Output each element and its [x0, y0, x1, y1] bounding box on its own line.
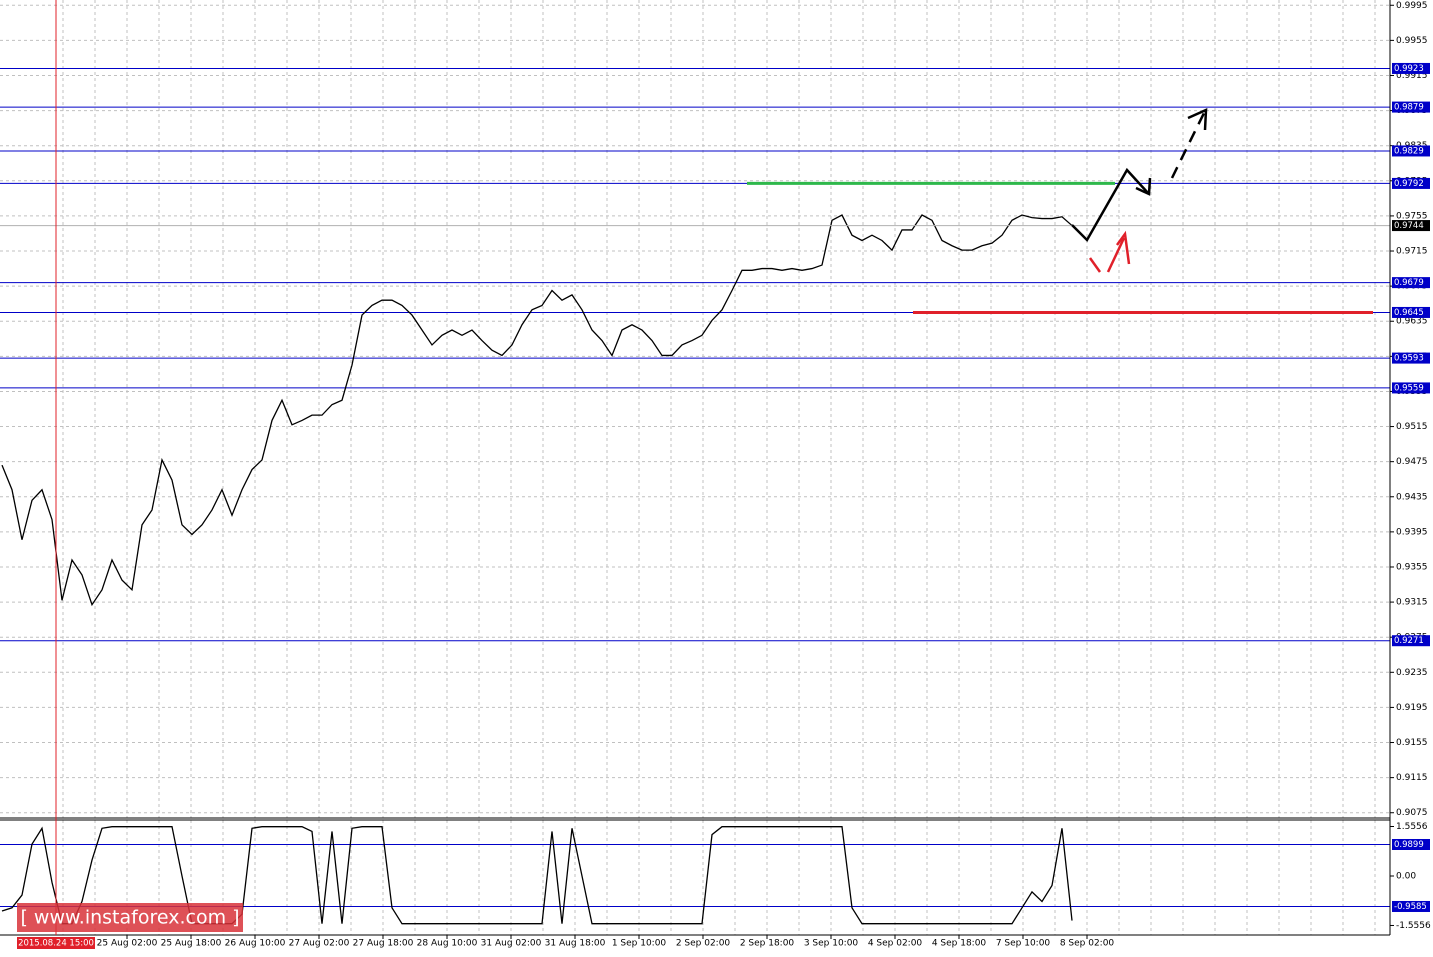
level-label: -0.9585 [1394, 902, 1427, 912]
x-tick-label: 25 Aug 02:00 [97, 939, 158, 949]
forecast-arrows [1071, 108, 1208, 273]
grid [0, 0, 1390, 935]
level-label-box [1392, 382, 1430, 394]
y-tick-label: 0.9355 [1396, 562, 1428, 572]
level-label: 0.9271 [1394, 636, 1424, 646]
y-tick-label: 0.9435 [1396, 492, 1428, 502]
x-tick-label: 1 Sep 10:00 [612, 939, 667, 949]
arrow-path [1071, 167, 1149, 243]
level-label: 0.9879 [1394, 103, 1424, 113]
current-price-label: 0.9744 [1394, 221, 1424, 231]
y-tick-label: 0.9515 [1396, 422, 1428, 432]
x-tick-label: 4 Sep 02:00 [868, 939, 923, 949]
y-tick-label: 0.9115 [1396, 773, 1428, 783]
x-tick-label: 31 Aug 02:00 [481, 939, 542, 949]
x-tick-label: 7 Sep 10:00 [996, 939, 1051, 949]
x-tick-label: 4 Sep 18:00 [932, 939, 987, 949]
watermark-box [17, 903, 243, 932]
level-label: 0.9829 [1394, 146, 1424, 156]
plot [0, 67, 1390, 925]
level-label-box [1392, 177, 1430, 189]
x-tick-label: 28 Aug 10:00 [417, 939, 478, 949]
level-label: 0.9923 [1394, 64, 1424, 74]
y-tick-label: 0.9715 [1396, 247, 1428, 257]
level-label: 0.9792 [1394, 179, 1424, 189]
level-label: 0.9559 [1394, 383, 1424, 393]
price-line [1, 214, 1073, 607]
y-tick-label: 0.9475 [1396, 457, 1428, 467]
level-label-box [1392, 277, 1430, 289]
y-tick-label: 0.9755 [1396, 211, 1428, 221]
y-tick-label: 0.9395 [1396, 527, 1428, 537]
x-tick-label: 2 Sep 18:00 [740, 939, 795, 949]
x-tick-label: 31 Aug 18:00 [545, 939, 606, 949]
arrow-dashed-red [1088, 257, 1102, 273]
y-tick-label: 0.9995 [1396, 1, 1428, 11]
y-tick-label: 0.9195 [1396, 703, 1428, 713]
level-label-box [1392, 635, 1430, 647]
level-label: 0.9679 [1394, 278, 1424, 288]
level-label-box [1392, 838, 1430, 850]
y-tick-label: 1.5556 [1396, 822, 1428, 832]
x-tick-label: 27 Aug 02:00 [289, 939, 350, 949]
y-tick-label: 0.9955 [1396, 36, 1428, 46]
x-tick-label: 2 Sep 02:00 [676, 939, 731, 949]
y-tick-label: 0.9315 [1396, 598, 1428, 608]
arrow-head [1187, 108, 1208, 131]
level-label-box [1392, 306, 1430, 318]
price-line [1, 826, 1073, 925]
x-tick-label: 25 Aug 18:00 [161, 939, 222, 949]
level-label-box [1392, 900, 1430, 912]
y-tick-label: 0.9915 [1396, 71, 1428, 81]
y-tick-label: 0.00 [1396, 871, 1416, 881]
watermark: [ www.instaforex.com ] [20, 907, 239, 929]
level-label-box [1392, 62, 1430, 74]
level-label-box [1392, 101, 1430, 113]
y-tick-label: 0.9235 [1396, 668, 1428, 678]
level-label: 0.9899 [1394, 840, 1424, 850]
time-marker-box [17, 937, 95, 949]
y-tick-label: -1.5556 [1396, 921, 1431, 931]
arrow-head [1135, 177, 1152, 196]
arrow-dashed [1170, 112, 1206, 179]
level-label-box [1392, 352, 1430, 364]
time-marker-label: 2015.08.24 15:00 [18, 939, 94, 949]
arrow-head-red [1115, 230, 1131, 265]
level-label: 0.9645 [1394, 308, 1424, 318]
x-tick-label: 27 Aug 18:00 [353, 939, 414, 949]
x-tick-label: 3 Sep 10:00 [804, 939, 859, 949]
current-price-box [1392, 220, 1430, 232]
level-label: 0.9593 [1394, 354, 1424, 364]
x-tick-label: 26 Aug 10:00 [225, 939, 286, 949]
y-tick-label: 0.9155 [1396, 738, 1428, 748]
arrow-dashed-red [1106, 237, 1126, 273]
y-tick-label: 0.9635 [1396, 317, 1428, 327]
x-tick-label: 8 Sep 02:00 [1060, 939, 1115, 949]
y-tick-label: 0.9075 [1396, 808, 1428, 818]
level-label-box [1392, 145, 1430, 157]
